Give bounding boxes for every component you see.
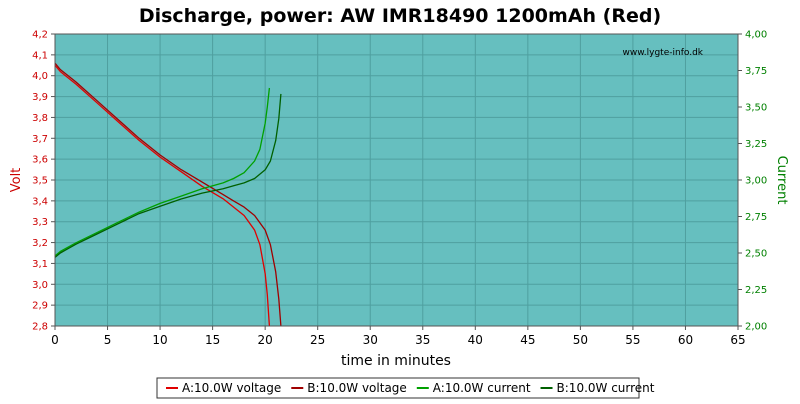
y-right-tick-label: 2,75 <box>745 212 767 223</box>
legend-label-2: B:10.0W voltage <box>307 381 407 395</box>
y-left-tick-label: 4,0 <box>32 71 48 82</box>
y-left-tick-label: 3,0 <box>32 280 48 291</box>
legend-label-1: A:10.0W voltage <box>182 381 281 395</box>
x-tick-label: 30 <box>363 333 378 347</box>
x-tick-label: 45 <box>520 333 535 347</box>
series-line-1 <box>54 64 271 327</box>
y-left-tick-label: 3,7 <box>32 134 48 145</box>
y-right-tick-label: 2,25 <box>745 285 767 296</box>
series-line-4 <box>54 93 282 258</box>
y-left-tick-label: 3,5 <box>32 176 48 187</box>
y-left-tick-label: 2,9 <box>32 301 48 312</box>
series-lines <box>54 62 282 327</box>
x-tick-label: 40 <box>468 333 483 347</box>
y-right-tick-label: 2,50 <box>745 249 767 260</box>
y-left-tick-label: 3,6 <box>32 155 48 166</box>
y-left-tick-label: 3,1 <box>32 259 48 270</box>
y-right-tick-label: 3,50 <box>745 103 767 114</box>
y-axis-right-label: Current <box>774 156 789 205</box>
x-tick-label: 20 <box>258 333 273 347</box>
y-left-tick-label: 3,8 <box>32 113 48 124</box>
x-tick-label: 50 <box>573 333 588 347</box>
legend-label-4: B:10.0W current <box>557 381 655 395</box>
x-tick-label: 15 <box>205 333 220 347</box>
x-tick-label: 25 <box>310 333 325 347</box>
x-tick-label: 60 <box>678 333 693 347</box>
y-left-tick-label: 3,2 <box>32 238 48 249</box>
legend: A:10.0W voltage B:10.0W voltage A:10.0W cu… <box>166 381 655 395</box>
legend-label-3: A:10.0W current <box>433 381 531 395</box>
y-left-tick-label: 2,8 <box>32 322 48 333</box>
chart-title: Discharge, power: AW IMR18490 1200mAh (R… <box>139 5 661 27</box>
series-line-3 <box>54 87 271 257</box>
axis-ticks: 0 5 10 15 20 25 30 35 40 45 50 55 60 65 2,8 2,9 3,0 3,1 3,… <box>32 30 767 348</box>
y-left-tick-label: 4,1 <box>32 50 48 61</box>
y-left-tick-label: 3,3 <box>32 217 48 228</box>
y-right-tick-label: 3,25 <box>745 139 767 150</box>
series-line-2 <box>54 62 282 327</box>
y-left-tick-label: 4,2 <box>32 30 48 41</box>
y-left-tick-label: 3,4 <box>32 196 48 207</box>
y-right-tick-label: 3,75 <box>745 66 767 77</box>
y-right-tick-label: 3,00 <box>745 176 767 187</box>
x-axis-label: time in minutes <box>341 353 451 369</box>
x-tick-label: 5 <box>104 333 112 347</box>
x-tick-label: 0 <box>51 333 59 347</box>
x-tick-label: 65 <box>730 333 745 347</box>
x-tick-label: 10 <box>152 333 167 347</box>
grid-lines <box>55 34 738 326</box>
y-left-tick-label: 3,9 <box>32 92 48 103</box>
y-right-tick-label: 4,00 <box>745 30 767 41</box>
y-axis-left-label: Volt <box>9 168 24 193</box>
watermark-text: www.lygte-info.dk <box>623 48 704 58</box>
x-tick-label: 35 <box>415 333 430 347</box>
x-tick-label: 55 <box>625 333 640 347</box>
legend-box <box>156 377 640 399</box>
y-right-tick-label: 2,00 <box>745 322 767 333</box>
